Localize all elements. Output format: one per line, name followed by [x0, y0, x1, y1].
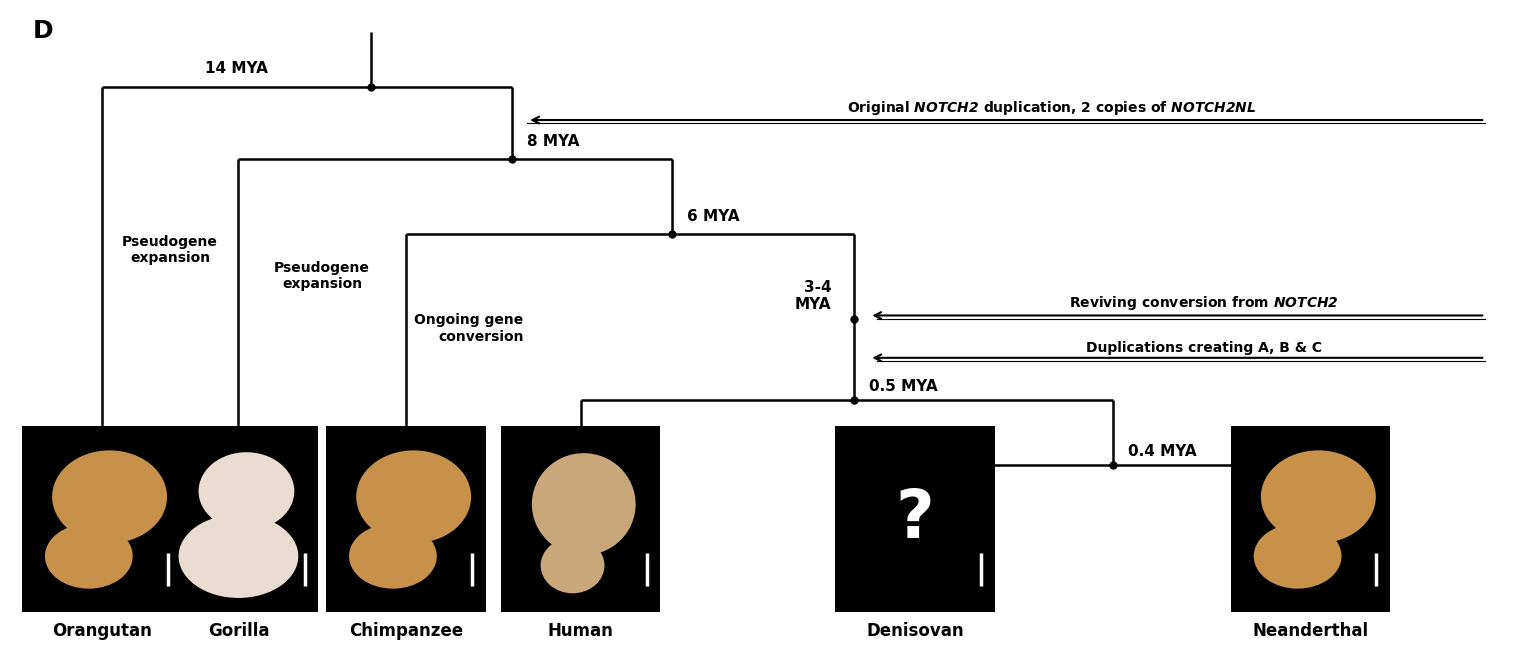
Text: Chimpanzee: Chimpanzee [348, 622, 462, 640]
Text: 0.5 MYA: 0.5 MYA [870, 378, 938, 394]
Ellipse shape [540, 537, 604, 593]
Text: Pseudogene
expansion: Pseudogene expansion [122, 235, 218, 265]
Text: Gorilla: Gorilla [208, 622, 269, 640]
Text: 3-4
MYA: 3-4 MYA [795, 280, 832, 312]
Text: ?: ? [896, 486, 934, 552]
Ellipse shape [533, 453, 636, 555]
Text: Ongoing gene
conversion: Ongoing gene conversion [414, 313, 523, 344]
Text: Original $\bfit{NOTCH2}$ duplication, 2 copies of $\bfit{NOTCH2NL}$: Original $\bfit{NOTCH2}$ duplication, 2 … [847, 99, 1256, 117]
Ellipse shape [349, 524, 436, 589]
Text: 6 MYA: 6 MYA [687, 210, 740, 224]
Ellipse shape [356, 450, 472, 543]
Ellipse shape [44, 524, 133, 589]
Text: Duplications creating A, B & C: Duplications creating A, B & C [1087, 340, 1322, 355]
Ellipse shape [52, 450, 166, 543]
Ellipse shape [198, 452, 295, 530]
Bar [327, 426, 485, 612]
Text: 0.4 MYA: 0.4 MYA [1128, 443, 1196, 459]
Text: Pseudogene
expansion: Pseudogene expansion [275, 261, 369, 292]
Text: Denisovan: Denisovan [867, 622, 964, 640]
Bar [1230, 426, 1390, 612]
Text: 14 MYA: 14 MYA [204, 60, 267, 76]
Text: D: D [34, 19, 53, 43]
Bar [835, 426, 995, 612]
Bar [21, 426, 182, 612]
Bar [159, 426, 319, 612]
Text: 8 MYA: 8 MYA [528, 134, 580, 149]
Text: Orangutan: Orangutan [52, 622, 151, 640]
Ellipse shape [179, 514, 298, 598]
Ellipse shape [1254, 524, 1341, 589]
Ellipse shape [1260, 450, 1376, 543]
Text: Reviving conversion from $\bfit{NOTCH2}$: Reviving conversion from $\bfit{NOTCH2}$ [1070, 294, 1338, 312]
Text: Human: Human [548, 622, 613, 640]
Bar [501, 426, 661, 612]
Text: Neanderthal: Neanderthal [1253, 622, 1369, 640]
